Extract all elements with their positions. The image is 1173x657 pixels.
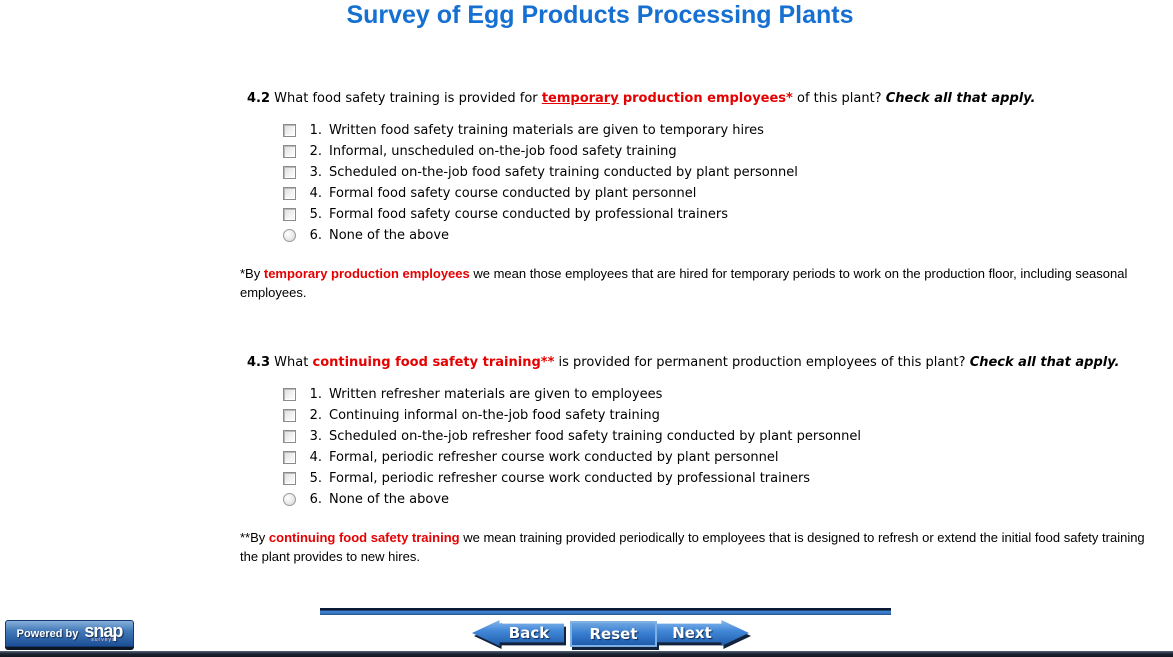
question-text: What	[274, 355, 309, 370]
question-number: 4.2	[247, 91, 271, 106]
option-row: 4. Formal food safety course conducted b…	[283, 183, 798, 204]
checkbox[interactable]	[283, 409, 296, 422]
option-row: 6. None of the above	[283, 225, 798, 246]
option-row: 2. Continuing informal on-the-job food s…	[283, 405, 861, 426]
snap-brand-text: snap	[84, 621, 123, 641]
footnote-text: we mean those employees that are hired f…	[240, 266, 1128, 300]
checkbox[interactable]	[283, 388, 296, 401]
footnote-continuing-training: **By continuing food safety training we …	[240, 528, 1150, 566]
option-number: 5.	[309, 207, 322, 222]
option-number: 2.	[309, 144, 322, 159]
option-row: 1. Written refresher materials are given…	[283, 384, 861, 405]
checkbox[interactable]	[283, 472, 296, 485]
footnote-marker: *By	[240, 266, 261, 281]
nav-divider-bar	[320, 608, 891, 615]
checkbox[interactable]	[283, 451, 296, 464]
option-number: 2.	[309, 408, 322, 423]
option-row: 3. Scheduled on-the-job refresher food s…	[283, 426, 861, 447]
option-number: 6.	[309, 228, 322, 243]
back-button[interactable]: Back	[472, 620, 564, 646]
question-4-2-options: 1. Written food safety training material…	[283, 120, 798, 246]
option-label: Scheduled on-the-job refresher food safe…	[329, 429, 862, 444]
option-row: 5. Formal, periodic refresher course wor…	[283, 468, 861, 489]
option-label: Formal food safety course conducted by p…	[329, 186, 697, 201]
option-label: Formal food safety course conducted by p…	[329, 207, 728, 222]
option-row: 1. Written food safety training material…	[283, 120, 798, 141]
option-label: Formal, periodic refresher course work c…	[329, 450, 779, 465]
checkbox[interactable]	[283, 145, 296, 158]
reset-button[interactable]: Reset	[570, 621, 657, 647]
question-4-3-options: 1. Written refresher materials are given…	[283, 384, 861, 510]
question-instruction: Check all that apply.	[885, 91, 1036, 106]
radio-button[interactable]	[283, 493, 296, 506]
next-button-label: Next	[672, 624, 712, 642]
checkbox[interactable]	[283, 208, 296, 221]
option-number: 5.	[309, 471, 322, 486]
option-label: Written food safety training materials a…	[329, 123, 764, 138]
question-term-red: continuing food safety training**	[312, 355, 555, 370]
snap-surveys-subtext: surveys	[91, 637, 116, 643]
question-4-3-text: 4.3 What continuing food safety training…	[247, 355, 1119, 370]
checkbox[interactable]	[283, 187, 296, 200]
back-arrow-icon: Back	[472, 620, 564, 646]
question-text: is provided for permanent production emp…	[558, 355, 966, 370]
question-number: 4.3	[247, 355, 271, 370]
snap-logo: snap surveys	[84, 621, 123, 643]
checkbox[interactable]	[283, 430, 296, 443]
option-number: 3.	[309, 165, 322, 180]
option-label: Written refresher materials are given to…	[329, 387, 663, 402]
option-label: None of the above	[329, 228, 450, 243]
back-button-label: Back	[508, 624, 550, 642]
question-4-2-text: 4.2 What food safety training is provide…	[247, 91, 1035, 106]
next-button[interactable]: Next	[657, 620, 749, 646]
reset-button-label: Reset	[589, 625, 638, 643]
option-row: 2. Informal, unscheduled on-the-job food…	[283, 141, 798, 162]
question-term-underlined: temporary	[541, 91, 619, 106]
checkbox[interactable]	[283, 166, 296, 179]
option-row: 4. Formal, periodic refresher course wor…	[283, 447, 861, 468]
option-row: 3. Scheduled on-the-job food safety trai…	[283, 162, 798, 183]
footnote-text: we mean training provided periodically t…	[240, 530, 1145, 564]
option-label: Continuing informal on-the-job food safe…	[329, 408, 660, 423]
radio-button[interactable]	[283, 229, 296, 242]
option-row: 6. None of the above	[283, 489, 861, 510]
powered-by-snap-link[interactable]: Powered by snap surveys	[5, 620, 134, 647]
option-number: 6.	[309, 492, 322, 507]
option-number: 4.	[309, 450, 322, 465]
next-arrow-icon: Next	[657, 620, 749, 646]
option-number: 1.	[309, 123, 322, 138]
option-label: Informal, unscheduled on-the-job food sa…	[329, 144, 677, 159]
page-title: Survey of Egg Products Processing Plants	[346, 1, 854, 29]
footnote-marker: **By	[240, 530, 266, 545]
option-number: 4.	[309, 186, 322, 201]
option-number: 1.	[309, 387, 322, 402]
option-label: Scheduled on-the-job food safety trainin…	[329, 165, 798, 180]
question-text: What food safety training is provided fo…	[274, 91, 538, 106]
footnote-term: temporary production employees	[263, 266, 470, 281]
footnote-term: continuing food safety training	[268, 530, 460, 545]
option-label: None of the above	[329, 492, 450, 507]
question-instruction: Check all that apply.	[969, 355, 1120, 370]
checkbox[interactable]	[283, 124, 296, 137]
bottom-border-bar	[0, 651, 1173, 657]
option-row: 5. Formal food safety course conducted b…	[283, 204, 798, 225]
question-text: of this plant?	[796, 91, 882, 106]
option-label: Formal, periodic refresher course work c…	[329, 471, 811, 486]
powered-by-label: Powered by	[16, 627, 79, 640]
question-term-red: production employees*	[622, 91, 793, 106]
footnote-temporary-employees: *By temporary production employees we me…	[240, 264, 1150, 302]
option-number: 3.	[309, 429, 322, 444]
